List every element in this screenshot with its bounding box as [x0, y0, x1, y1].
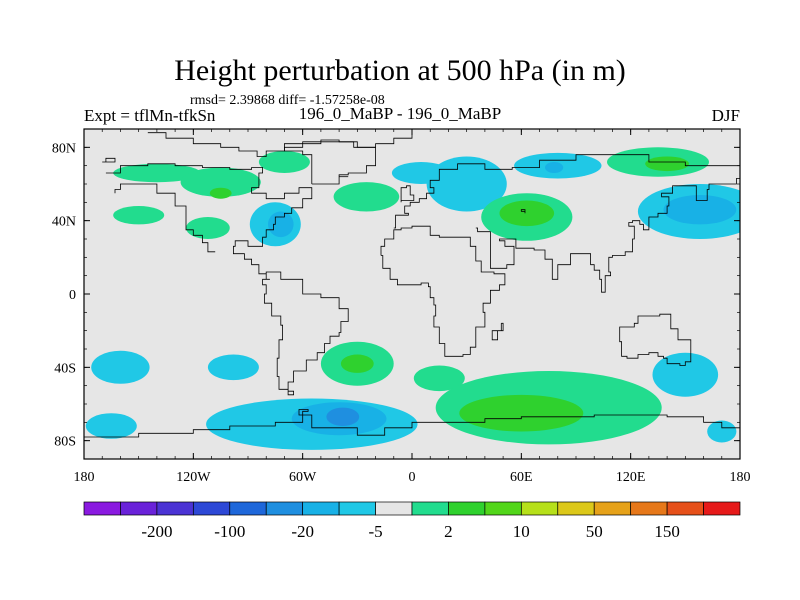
- colorbar-label-6: 50: [586, 522, 603, 541]
- coastline-3: [393, 154, 740, 229]
- chart-title: Height perturbation at 500 hPa (in m): [174, 54, 626, 87]
- coastline-layer: [84, 132, 740, 438]
- colorbar-swatch-17: [703, 501, 741, 516]
- anomaly-region-3: [186, 217, 230, 239]
- colorbar-swatch-16: [666, 501, 704, 516]
- colorbar-swatch-10: [448, 501, 486, 516]
- x-tick-label-2: 60W: [289, 470, 317, 485]
- anomaly-region-19: [91, 350, 150, 384]
- coastline-9: [400, 185, 415, 203]
- anomaly-region-30: [459, 394, 584, 432]
- colorbar-swatch-7: [338, 501, 376, 516]
- anomaly-region-23: [413, 365, 465, 392]
- colorbar-label-5: 10: [513, 522, 530, 541]
- coastline-5: [475, 174, 740, 293]
- y-tick-label-1: 40N: [52, 215, 76, 230]
- y-tick-label-3: 40S: [54, 361, 76, 376]
- colorbar-swatch-15: [630, 501, 668, 516]
- anomaly-region-4: [113, 206, 165, 225]
- coastline-6: [619, 313, 692, 366]
- anomaly-region-0: [113, 163, 201, 183]
- anomaly-region-10: [426, 156, 507, 212]
- anomaly-region-14: [545, 162, 564, 173]
- coastline-1: [105, 163, 349, 396]
- coastline-2: [114, 183, 216, 253]
- x-tick-label-1: 120W: [176, 470, 211, 485]
- colorbar-swatch-2: [156, 501, 194, 516]
- colorbar-swatch-11: [484, 501, 522, 516]
- colorbar-label-1: -100: [214, 522, 245, 541]
- y-tick-label-0: 80N: [52, 141, 76, 156]
- anomaly-region-6: [268, 211, 294, 238]
- anomaly-region-16: [645, 156, 689, 172]
- colorbar-swatch-0: [83, 501, 121, 516]
- x-tick-label-0: 180: [74, 470, 95, 485]
- coastline-4: [380, 225, 506, 357]
- x-tick-label-4: 60E: [510, 470, 533, 485]
- x-tick-label-6: 180: [730, 470, 751, 485]
- colorbar-label-0: -200: [141, 522, 172, 541]
- colorbar-swatch-4: [229, 501, 267, 516]
- x-tick-label-3: 0: [409, 470, 416, 485]
- anomaly-region-20: [207, 354, 259, 381]
- colorbar-label-4: 2: [444, 522, 453, 541]
- colorbar-swatch-1: [120, 501, 158, 516]
- y-axis: 80N 40N 0 40S 80S: [52, 141, 740, 450]
- anomaly-region-27: [326, 407, 360, 426]
- period-label: 196_0_MaBP - 196_0_MaBP: [298, 104, 502, 123]
- colorbar-swatch-14: [593, 501, 632, 516]
- anomaly-region-28: [85, 413, 137, 439]
- x-axis: 180 120W 60W 0 60E 120E 180: [74, 129, 751, 485]
- coastline-10: [102, 157, 116, 163]
- anomaly-region-1: [180, 167, 261, 197]
- coastline-8: [284, 141, 376, 185]
- coastline-7: [84, 409, 740, 438]
- stats-line: rmsd= 2.39868 diff= -1.57258e-08: [190, 93, 385, 108]
- anomaly-region-24: [652, 352, 719, 397]
- colorbar-swatch-13: [557, 501, 595, 516]
- colorbar: -200 -100 -20 -5 2 10 50 150: [83, 501, 741, 541]
- anomaly-region-12: [499, 200, 555, 227]
- season-label: DJF: [711, 106, 740, 125]
- coastline-12: [520, 209, 526, 214]
- anomaly-region-31: [707, 420, 737, 443]
- colorbar-swatch-9: [411, 501, 449, 516]
- x-tick-label-5: 120E: [616, 470, 646, 485]
- coastline-13: [491, 322, 504, 341]
- anomaly-region-7: [258, 151, 310, 173]
- y-tick-label-4: 80S: [54, 435, 76, 450]
- anomaly-region-2: [209, 187, 232, 199]
- anomaly-region-22: [340, 354, 374, 373]
- anomaly-region-18: [663, 195, 737, 225]
- colorbar-label-7: 150: [654, 522, 680, 541]
- anomaly-region-8: [333, 182, 400, 212]
- colorbar-swatch-3: [192, 501, 231, 516]
- colorbar-swatch-6: [302, 501, 340, 516]
- colorbar-swatch-8: [375, 501, 413, 516]
- colorbar-label-2: -20: [291, 522, 314, 541]
- y-tick-label-2: 0: [69, 288, 76, 303]
- colorbar-swatch-12: [520, 501, 559, 516]
- colorbar-label-3: -5: [369, 522, 383, 541]
- colorbar-swatch-5: [265, 501, 304, 516]
- experiment-label: Expt = tflMn-tfkSn: [84, 106, 216, 125]
